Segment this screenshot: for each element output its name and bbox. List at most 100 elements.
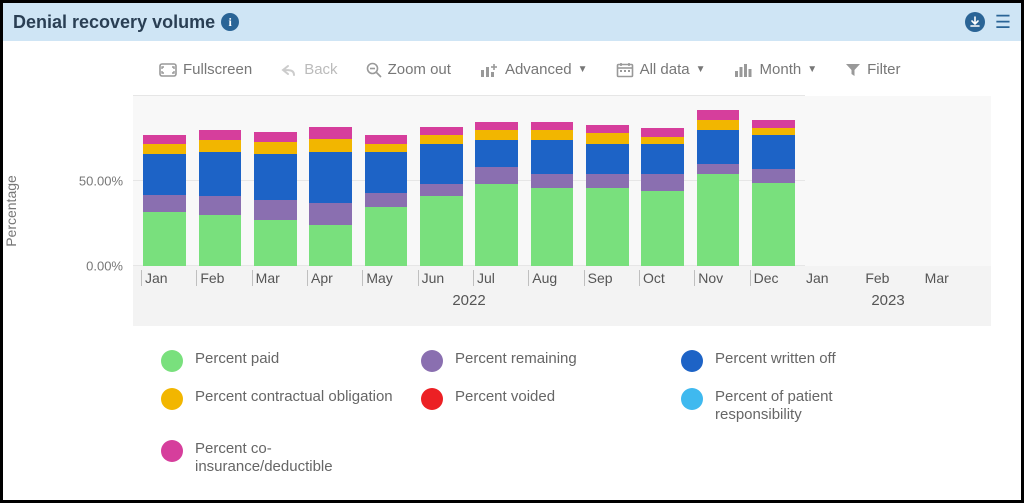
bar[interactable] (143, 135, 186, 266)
bar-segment-remaining (143, 195, 186, 212)
legend-item-paid[interactable]: Percent paid (161, 350, 401, 372)
legend-label: Percent remaining (455, 350, 577, 368)
x-tick: Mar (252, 270, 299, 286)
bar-segment-remaining (254, 200, 297, 220)
y-tick: 0.00% (86, 259, 123, 274)
bar-segment-written_off (586, 144, 629, 175)
x-tick: Aug (528, 270, 575, 286)
zoom-out-label: Zoom out (388, 61, 451, 78)
legend-item-contractual[interactable]: Percent contractual obligation (161, 388, 401, 424)
bars-icon (734, 62, 754, 78)
x-axis-year: 2022 (133, 286, 805, 309)
x-tick: Jun (418, 270, 465, 286)
widget-title: Denial recovery volume (13, 12, 215, 33)
bar[interactable] (641, 128, 684, 266)
bar-segment-coins (475, 122, 518, 131)
bar-segment-coins (254, 132, 297, 142)
bar-segment-remaining (697, 164, 740, 174)
x-tick: Feb (196, 270, 243, 286)
x-tick: Dec (750, 270, 797, 286)
download-icon[interactable] (965, 12, 985, 32)
x-tick: Jan (141, 270, 188, 286)
legend-dot (161, 350, 183, 372)
legend-item-patient_resp[interactable]: Percent of patient responsibility (681, 388, 921, 424)
fullscreen-icon (159, 63, 177, 77)
info-icon[interactable]: i (221, 13, 239, 31)
bar-segment-written_off (641, 144, 684, 175)
bar-segment-remaining (752, 169, 795, 183)
bar-segment-contractual (586, 133, 629, 143)
advanced-label: Advanced (505, 61, 572, 78)
bar-segment-remaining (309, 203, 352, 225)
bar-segment-contractual (365, 144, 408, 153)
x-axis-future: JanFebMar 2023 (803, 266, 973, 326)
month-dropdown[interactable]: Month ▼ (734, 61, 818, 78)
bar-segment-paid (420, 196, 463, 266)
bar[interactable] (199, 130, 242, 266)
month-label: Month (760, 61, 802, 78)
bar-segment-paid (254, 220, 297, 266)
zoom-out-button[interactable]: Zoom out (366, 61, 451, 78)
legend-dot (681, 388, 703, 410)
bar-segment-paid (365, 207, 408, 267)
legend-label: Percent written off (715, 350, 836, 368)
bar[interactable] (254, 132, 297, 266)
y-axis-ticks: 0.00%50.00% (55, 96, 127, 266)
bar[interactable] (365, 135, 408, 266)
fullscreen-button[interactable]: Fullscreen (159, 61, 252, 78)
bar-segment-paid (531, 188, 574, 266)
filter-label: Filter (867, 61, 900, 78)
legend-item-coins[interactable]: Percent co-insurance/deductible (161, 440, 401, 476)
bar-segment-written_off (143, 154, 186, 195)
bar-segment-contractual (475, 130, 518, 140)
bar-segment-written_off (309, 152, 352, 203)
bar-segment-contractual (752, 128, 795, 135)
all-data-dropdown[interactable]: All data ▼ (616, 61, 706, 78)
bar[interactable] (586, 125, 629, 266)
bar-segment-paid (199, 215, 242, 266)
bar-segment-written_off (420, 144, 463, 185)
x-axis-ticks: JanFebMarAprMayJunJulAugSepOctNovDec (133, 266, 805, 286)
bar[interactable] (475, 122, 518, 266)
legend-item-remaining[interactable]: Percent remaining (421, 350, 661, 372)
legend-label: Percent paid (195, 350, 279, 368)
back-button[interactable]: Back (280, 61, 337, 78)
y-tick: 50.00% (79, 174, 123, 189)
bar-segment-remaining (586, 174, 629, 188)
bar-segment-written_off (199, 152, 242, 196)
legend-item-voided[interactable]: Percent voided (421, 388, 661, 424)
bar-segment-remaining (365, 193, 408, 207)
bar[interactable] (697, 110, 740, 266)
bar-segment-paid (309, 225, 352, 266)
x-tick: Nov (694, 270, 741, 286)
legend-dot (421, 388, 443, 410)
x-tick: Sep (584, 270, 631, 286)
bar-segment-coins (531, 122, 574, 131)
bar-segment-written_off (531, 140, 574, 174)
plot-area (133, 96, 991, 266)
bar[interactable] (531, 122, 574, 266)
advanced-dropdown[interactable]: Advanced ▼ (479, 61, 588, 78)
bar[interactable] (420, 127, 463, 266)
hamburger-menu-icon[interactable]: ☰ (995, 12, 1011, 33)
y-axis-label: Percentage (3, 175, 19, 247)
bar-segment-contractual (254, 142, 297, 154)
bar-segment-remaining (420, 184, 463, 196)
x-tick: Oct (639, 270, 686, 286)
bar-segment-coins (309, 127, 352, 139)
filter-button[interactable]: Filter (845, 61, 900, 78)
x-tick: Apr (307, 270, 354, 286)
bar-segment-coins (752, 120, 795, 129)
bar[interactable] (752, 120, 795, 266)
bar-segment-written_off (752, 135, 795, 169)
zoom-out-icon (366, 62, 382, 78)
bar-segment-coins (586, 125, 629, 134)
chart-toolbar: Fullscreen Back Zoom out Advanced ▼ All … (3, 41, 1021, 96)
bar-segment-coins (420, 127, 463, 136)
bar-segment-written_off (475, 140, 518, 167)
legend-label: Percent voided (455, 388, 555, 406)
chart-area: Percentage 0.00%50.00% JanFebMarAprMayJu… (3, 96, 1021, 326)
bar-segment-contractual (531, 130, 574, 140)
legend-item-written_off[interactable]: Percent written off (681, 350, 921, 372)
bar[interactable] (309, 127, 352, 266)
